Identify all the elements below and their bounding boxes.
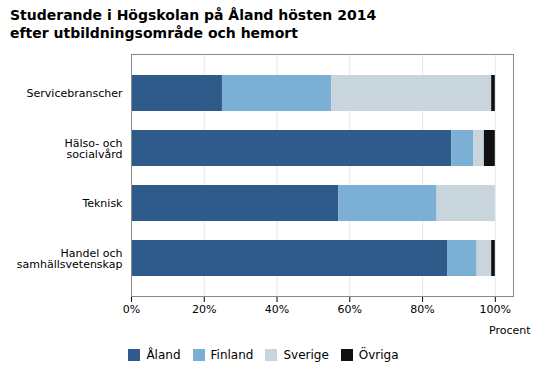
html-text:Övriga: Övriga (358, 347, 399, 362)
svg-text:Teknisk: Teknisk (81, 197, 123, 210)
html-text:Sverige: Sverige (283, 347, 329, 362)
svg-text:100%: 100% (480, 303, 511, 316)
html-text:Åland: Åland (146, 347, 181, 362)
svg-text:Servicebranscher: Servicebranscher (27, 87, 123, 100)
svg-text:40%: 40% (265, 303, 289, 316)
html-text:Studerande i Högskolan på Ålan: Studerande i Högskolan på Åland hösten 2… (10, 7, 377, 41)
html-text:Finland: Finland (210, 347, 254, 362)
svg-text:20%: 20% (192, 303, 216, 316)
svg-text:80%: 80% (410, 303, 434, 316)
svg-text:60%: 60% (338, 303, 362, 316)
svg-text:0%: 0% (123, 303, 140, 316)
svg-text:Handel ochsamhällsvetenskap: Handel ochsamhällsvetenskap (17, 247, 123, 271)
svg-text:Hälso- ochsocialvård: Hälso- ochsocialvård (65, 137, 123, 161)
svg-text:Procent: Procent (489, 324, 531, 337)
